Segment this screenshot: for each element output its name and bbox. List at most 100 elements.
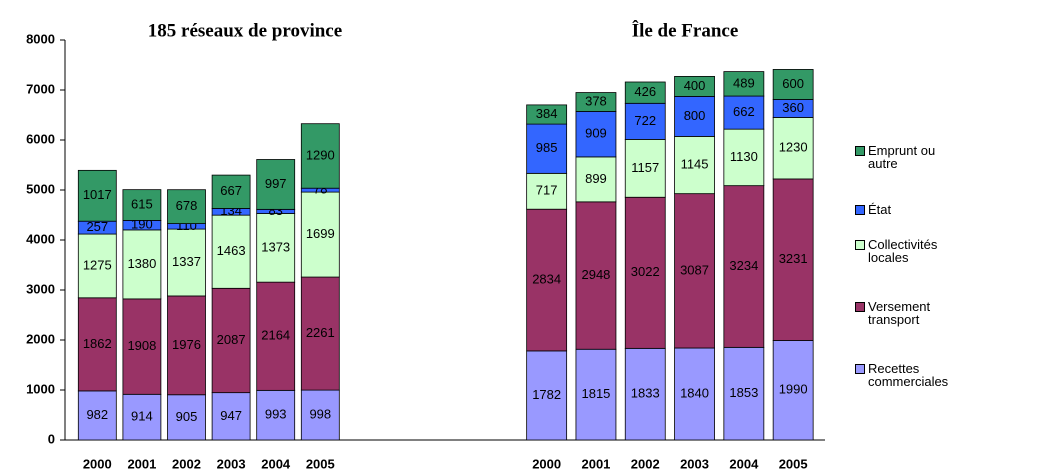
- value-label: 489: [733, 75, 755, 90]
- value-label: 2834: [532, 271, 561, 286]
- y-tick-label: 7000: [26, 81, 55, 96]
- legend-swatch: [855, 364, 865, 374]
- bar-segment: [723, 95, 765, 130]
- x-tick-label: 2000: [532, 456, 561, 471]
- value-label: 3022: [631, 264, 660, 279]
- value-label: 947: [220, 408, 242, 423]
- bar-segment: [772, 69, 814, 100]
- bar-segment: [256, 389, 296, 441]
- value-label: 1976: [172, 337, 201, 352]
- value-label: 2261: [306, 325, 335, 340]
- x-tick-label: 2002: [172, 456, 201, 471]
- bar-segment: [122, 229, 162, 300]
- value-label: 1463: [217, 243, 246, 258]
- value-label: 426: [634, 84, 656, 99]
- value-label: 257: [86, 219, 108, 234]
- bar-segment: [167, 394, 206, 441]
- value-label: 600: [782, 76, 804, 91]
- value-label: 360: [782, 100, 804, 115]
- bar-segment: [674, 96, 715, 137]
- bar-segment: [77, 390, 117, 441]
- x-tick-label: 2003: [680, 456, 709, 471]
- bar-segment: [300, 389, 340, 441]
- value-label: 667: [220, 183, 242, 198]
- bar-segment: [256, 213, 296, 283]
- bar-segment: [674, 76, 715, 97]
- bar-segment: [167, 295, 206, 396]
- bar-segment: [772, 117, 814, 180]
- value-label: 3231: [779, 251, 808, 266]
- value-label: 2087: [217, 332, 246, 347]
- legend-label: Emprunt ou autre: [868, 143, 936, 171]
- bar-segment: [211, 214, 251, 289]
- value-label: 384: [536, 106, 558, 121]
- legend-swatch: [855, 205, 865, 215]
- value-label: 3234: [729, 258, 758, 273]
- legend-swatch: [855, 146, 865, 156]
- value-label: 982: [86, 407, 108, 422]
- bar-segment: [256, 281, 296, 391]
- value-label: 1275: [83, 257, 112, 272]
- value-label: 1017: [83, 187, 112, 202]
- legend-item: Emprunt ou autre: [855, 144, 1035, 170]
- value-label: 914: [131, 409, 153, 424]
- bar-segment: [723, 71, 765, 97]
- value-label: 662: [733, 104, 755, 119]
- x-tick-label: 2001: [127, 456, 156, 471]
- bar-segment: [772, 178, 814, 341]
- bar-segment: [772, 340, 814, 441]
- x-tick-label: 2003: [217, 456, 246, 471]
- value-label: 1840: [680, 385, 709, 400]
- value-label: 3087: [680, 262, 709, 277]
- value-label: 1853: [729, 385, 758, 400]
- x-tick-label: 2004: [261, 456, 291, 471]
- value-label: 615: [131, 196, 153, 211]
- legend-item: Versement transport: [855, 300, 1035, 326]
- value-label: 378: [585, 93, 607, 108]
- legend-label: Collectivités locales: [868, 237, 938, 265]
- value-label: 985: [536, 140, 558, 155]
- x-tick-label: 2004: [729, 456, 759, 471]
- legend-label: Recettes commerciales: [868, 361, 949, 389]
- value-label: 400: [684, 78, 706, 93]
- bar-segment: [211, 392, 251, 441]
- bar-segment: [300, 123, 340, 189]
- value-label: 1230: [779, 140, 808, 155]
- value-label: 997: [265, 176, 287, 191]
- bar-segment: [167, 189, 206, 224]
- bar-segment: [674, 193, 715, 349]
- bar-segment: [211, 287, 251, 394]
- legend-label: Versement transport: [868, 299, 931, 327]
- bar-segment: [723, 185, 765, 348]
- bar-segment: [575, 201, 617, 350]
- value-label: 1908: [127, 338, 156, 353]
- bar-segment: [122, 189, 162, 221]
- value-label: 1782: [532, 387, 561, 402]
- bar-segment: [674, 135, 715, 195]
- legend-item: Collectivités locales: [855, 238, 1035, 264]
- y-tick-label: 8000: [26, 31, 55, 46]
- value-label: 1699: [306, 226, 335, 241]
- x-tick-label: 2001: [581, 456, 610, 471]
- bar-segment: [624, 347, 666, 441]
- value-label: 998: [309, 406, 331, 421]
- value-label: 678: [176, 198, 198, 213]
- bar-segment: [674, 347, 715, 441]
- value-label: 909: [585, 126, 607, 141]
- bar-segment: [300, 191, 340, 278]
- value-label: 722: [634, 113, 656, 128]
- value-label: 800: [684, 108, 706, 123]
- y-tick-label: 6000: [26, 131, 55, 146]
- legend-item: Recettes commerciales: [855, 362, 1035, 388]
- y-tick-label: 4000: [26, 231, 55, 246]
- legend-swatch: [855, 302, 865, 312]
- bar-segment: [575, 111, 617, 158]
- y-tick-label: 0: [48, 431, 55, 446]
- bar-segment: [211, 174, 251, 209]
- bar-segment: [575, 92, 617, 112]
- value-label: 1380: [127, 256, 156, 271]
- value-label: 1815: [581, 386, 610, 401]
- value-label: 717: [536, 183, 558, 198]
